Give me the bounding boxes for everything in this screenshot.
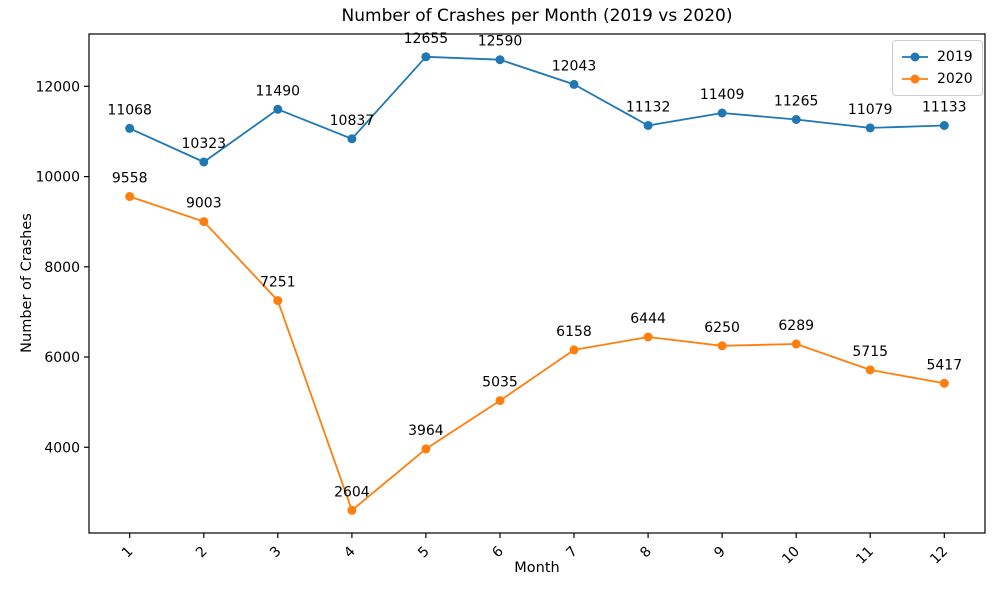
data-point xyxy=(199,157,209,167)
svg-text:2: 2 xyxy=(193,544,211,562)
data-point xyxy=(939,378,949,388)
axes-frame xyxy=(88,33,986,534)
legend-item-2020: 2020 xyxy=(901,68,973,90)
data-point xyxy=(865,123,875,133)
svg-text:12000: 12000 xyxy=(35,79,80,95)
data-point xyxy=(347,505,357,515)
data-point xyxy=(125,192,135,201)
point-label: 6250 xyxy=(704,320,740,336)
svg-text:6: 6 xyxy=(489,543,507,561)
point-label: 11265 xyxy=(774,94,819,110)
series-2019 xyxy=(125,52,949,167)
data-point xyxy=(495,55,505,65)
data-point xyxy=(865,365,875,375)
x-axis-label: Month xyxy=(514,560,560,576)
data-point xyxy=(569,345,579,355)
data-point xyxy=(939,121,949,130)
point-label: 12655 xyxy=(404,31,449,47)
data-point xyxy=(125,123,135,133)
series-line-2019 xyxy=(129,55,945,163)
legend-marker-2019 xyxy=(902,52,928,62)
point-label: 11079 xyxy=(848,102,893,118)
point-label: 11490 xyxy=(256,83,301,99)
point-label: 3964 xyxy=(408,423,444,439)
point-label: 11132 xyxy=(626,100,671,116)
legend-label-2020: 2020 xyxy=(937,71,973,87)
point-label: 6158 xyxy=(556,324,592,340)
point-label: 5035 xyxy=(482,375,518,391)
point-label: 11133 xyxy=(922,100,967,116)
svg-text:3: 3 xyxy=(267,544,285,562)
data-point xyxy=(347,134,357,144)
svg-text:6000: 6000 xyxy=(44,350,80,366)
point-label: 9558 xyxy=(112,171,148,187)
svg-text:10000: 10000 xyxy=(35,170,80,186)
legend-item-2019: 2019 xyxy=(901,46,973,68)
data-point xyxy=(495,396,505,406)
data-point xyxy=(421,444,431,454)
svg-text:4000: 4000 xyxy=(44,440,80,456)
svg-text:5: 5 xyxy=(415,544,433,562)
svg-text:7: 7 xyxy=(563,544,581,562)
point-label: 5715 xyxy=(852,344,888,360)
svg-text:8: 8 xyxy=(637,544,655,562)
svg-text:4: 4 xyxy=(341,543,359,561)
data-point xyxy=(273,296,283,306)
point-label: 2604 xyxy=(334,484,370,500)
data-point xyxy=(643,332,653,342)
svg-text:8000: 8000 xyxy=(44,260,80,276)
data-point xyxy=(643,121,653,130)
svg-text:1: 1 xyxy=(119,544,137,562)
point-label: 12043 xyxy=(552,58,597,74)
series-2020 xyxy=(125,192,949,515)
chart-title: Number of Crashes per Month (2019 vs 202… xyxy=(341,6,733,26)
point-label: 6444 xyxy=(630,311,666,327)
y-axis-ticks: 4000 6000 8000 10000 12000 xyxy=(35,79,89,456)
point-labels-2020: 9558 9003 7251 2604 3964 5035 6158 6444 6250 6289… xyxy=(112,171,962,501)
point-label: 5417 xyxy=(926,357,962,373)
data-point xyxy=(421,52,431,62)
point-label: 6289 xyxy=(778,318,814,334)
data-point xyxy=(717,341,727,351)
point-label: 11068 xyxy=(107,102,152,118)
point-label: 9003 xyxy=(186,196,222,212)
data-point xyxy=(569,79,579,89)
point-label: 7251 xyxy=(260,275,296,291)
legend-label-2019: 2019 xyxy=(937,49,973,65)
point-label: 10837 xyxy=(330,113,375,129)
data-point xyxy=(273,104,283,114)
data-point xyxy=(791,339,801,349)
svg-text:9: 9 xyxy=(711,544,729,562)
data-point xyxy=(199,217,209,227)
point-label: 10323 xyxy=(182,136,227,152)
series-line-2020 xyxy=(129,195,945,512)
data-point xyxy=(791,115,801,124)
point-label: 11409 xyxy=(700,87,745,103)
point-labels-2019: 11068 10323 11490 10837 12655 12590 12043 11132… xyxy=(107,31,966,152)
data-point xyxy=(717,108,727,118)
y-axis-label: Number of Crashes xyxy=(19,213,35,353)
point-label: 12590 xyxy=(478,34,523,50)
legend-marker-2020 xyxy=(902,74,928,84)
legend: 2019 2020 xyxy=(892,40,983,96)
